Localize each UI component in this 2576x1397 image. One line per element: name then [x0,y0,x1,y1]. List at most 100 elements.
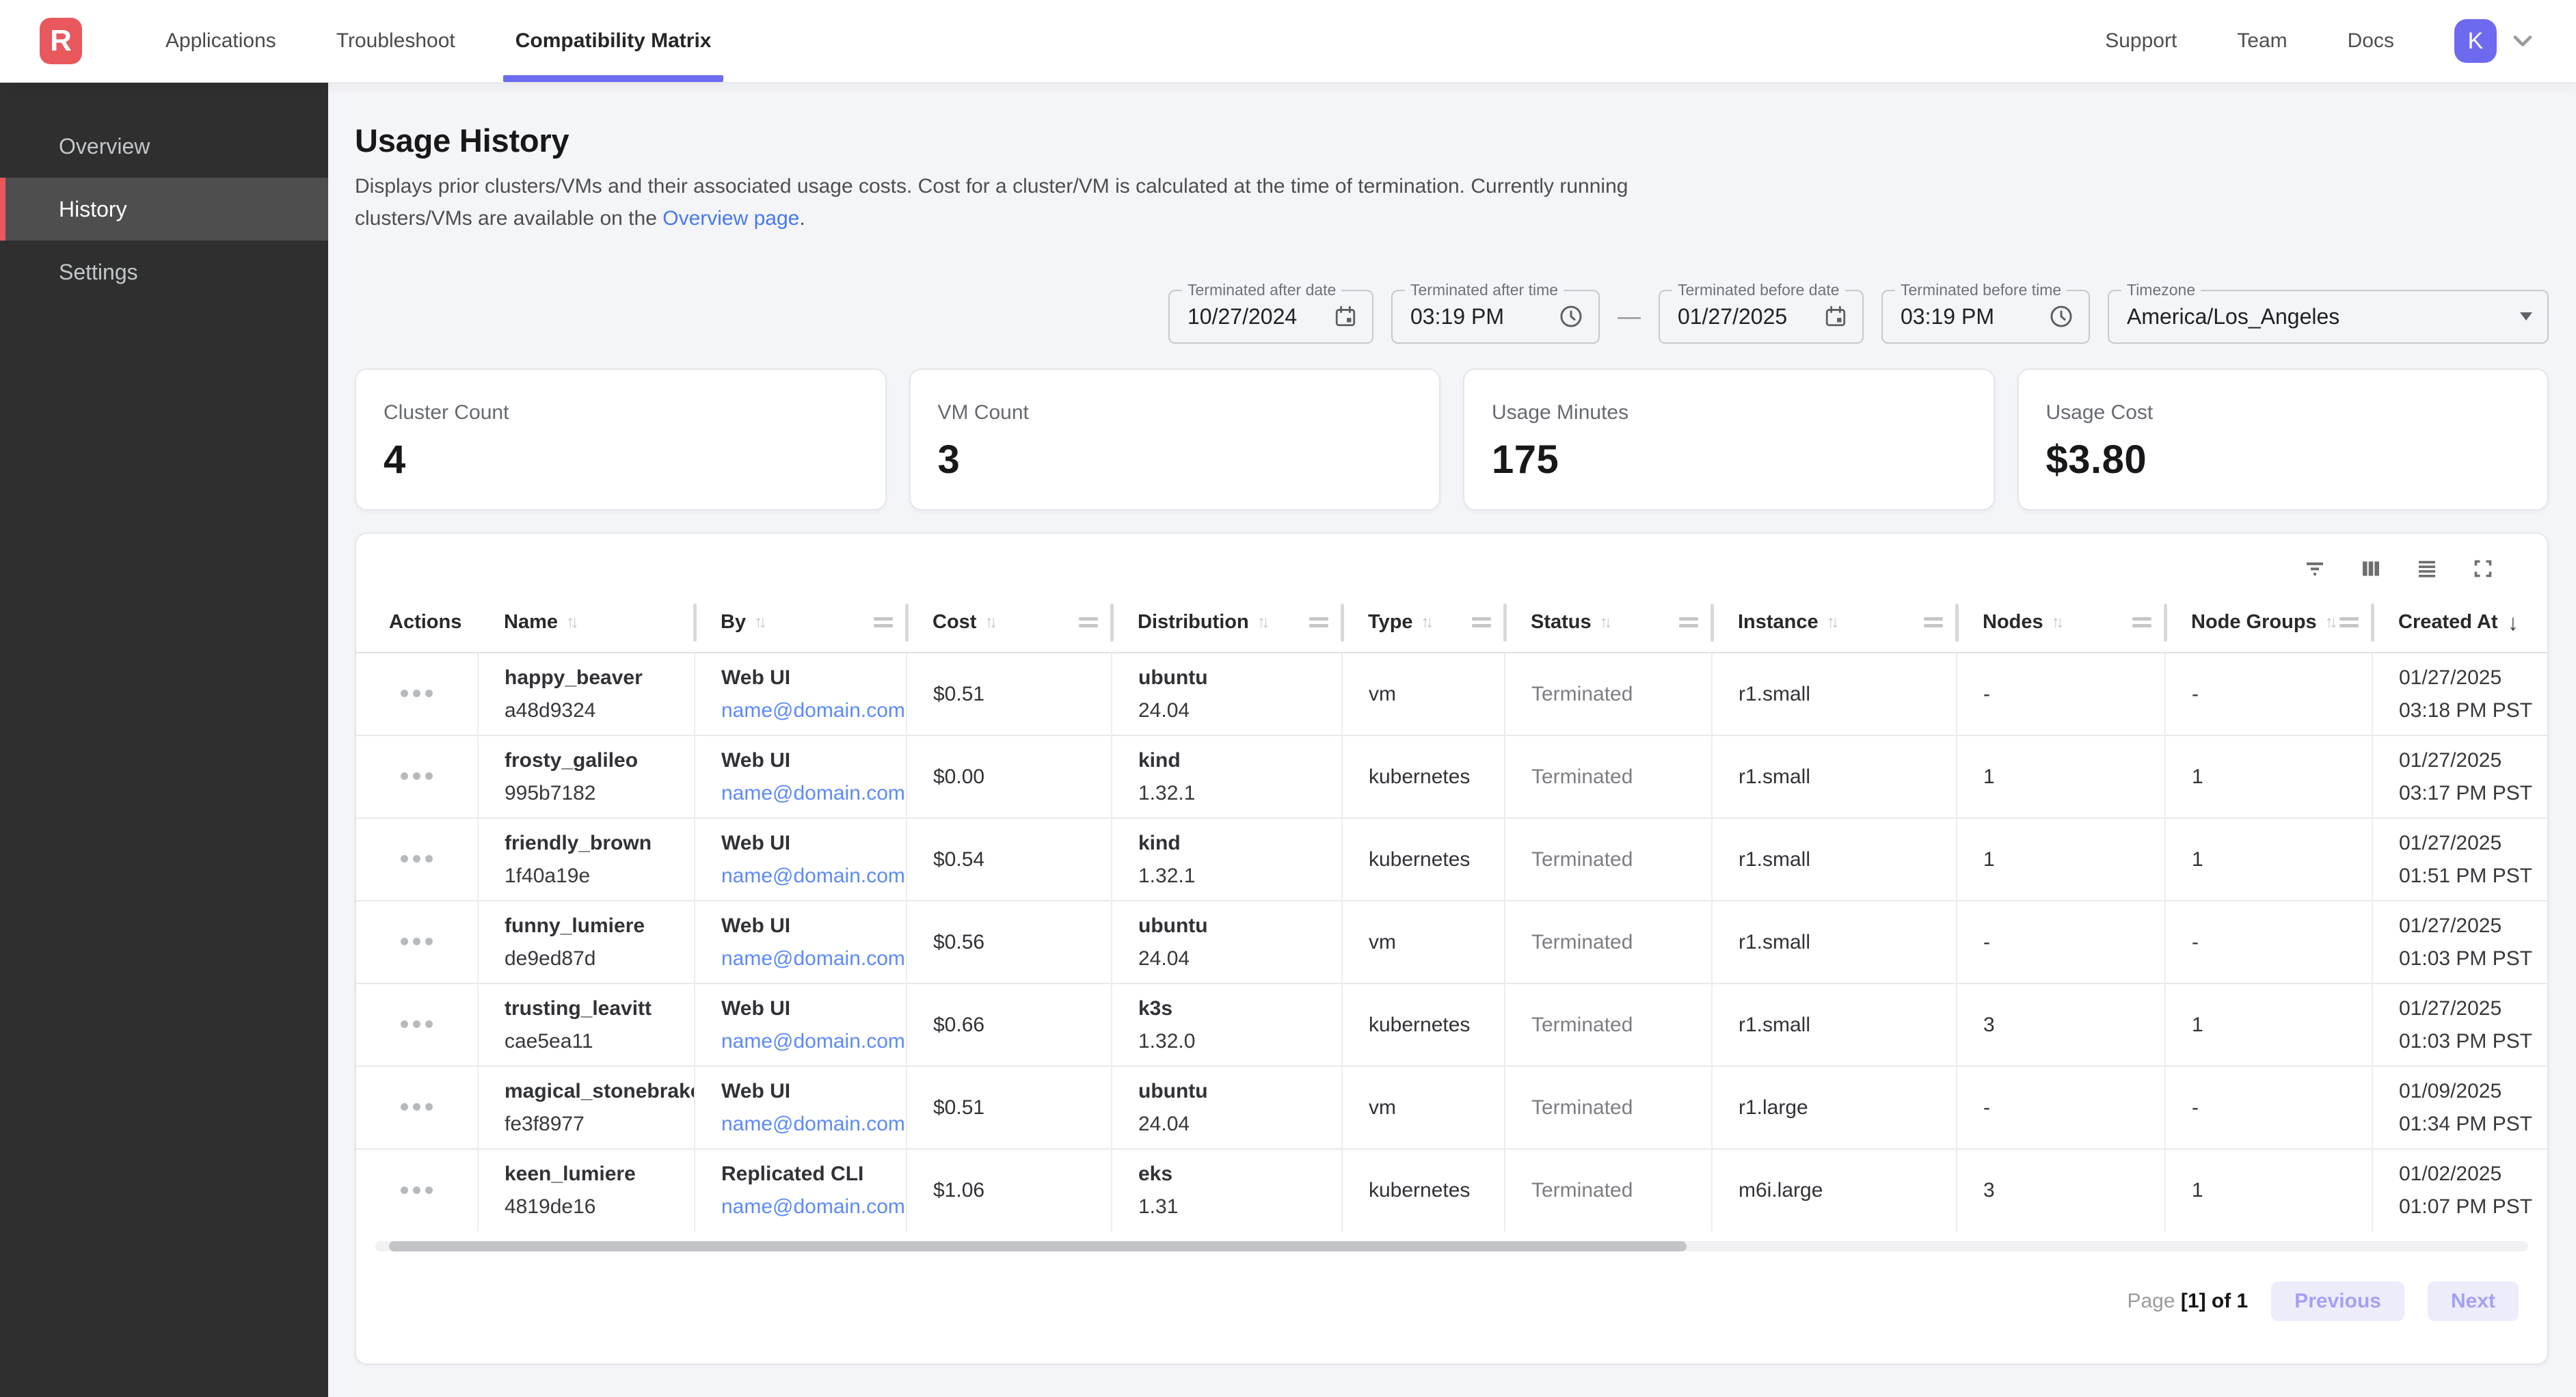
column-menu-icon[interactable] [1472,614,1491,631]
stat-label: Usage Minutes [1492,401,1994,424]
horizontal-scrollbar[interactable] [375,1241,2528,1251]
column-menu-icon[interactable] [874,614,893,631]
cell-status: Terminated [1505,653,1712,735]
nav-link-team[interactable]: Team [2237,29,2287,53]
column-menu-icon[interactable] [1309,614,1328,631]
row-actions-button[interactable] [386,1174,448,1208]
column-menu-icon[interactable] [1079,614,1098,631]
col-header-status[interactable]: Status↑↓ [1505,593,1712,653]
cell-created-at: 01/27/2025 01:03 PM PST [2372,901,2549,984]
cell-nodes: 3 [1957,984,2165,1066]
column-menu-icon[interactable] [1924,614,1943,631]
row-actions-button[interactable] [386,1007,448,1042]
terminated-after-time-input[interactable]: Terminated after time 03:19 PM [1391,290,1600,344]
terminated-before-time-input[interactable]: Terminated before time 03:19 PM [1881,290,2090,344]
column-menu-icon[interactable] [2132,614,2151,631]
sidebar-item-overview[interactable]: Overview [0,115,328,178]
sort-icon[interactable]: ↑↓ [1257,612,1266,632]
row-actions-button[interactable] [386,677,448,711]
terminated-before-date-input[interactable]: Terminated before date 01/27/2025 [1659,290,1864,344]
density-icon[interactable] [2415,556,2439,581]
calendar-icon[interactable] [1824,305,1847,328]
cell-created-at: 01/27/2025 03:17 PM PST [2372,735,2549,818]
user-avatar[interactable]: K [2454,19,2497,63]
fullscreen-icon[interactable] [2471,556,2495,581]
clock-icon[interactable] [2049,304,2074,329]
timezone-select[interactable]: Timezone America/Los_Angeles [2108,290,2549,344]
row-actions-button[interactable] [386,925,448,960]
filter-icon[interactable] [2303,556,2327,581]
calendar-icon[interactable] [1334,305,1357,328]
sort-desc-icon[interactable]: ↓ [2508,610,2519,636]
created-date: 01/27/2025 [2399,744,2543,777]
clock-icon[interactable] [1559,304,1583,329]
stat-card-cluster-count: Cluster Count 4 [355,368,887,511]
nav-tab-compatibility-matrix[interactable]: Compatibility Matrix [485,0,742,82]
sort-icon[interactable]: ↑↓ [984,612,993,632]
nav-link-docs[interactable]: Docs [2348,29,2394,53]
previous-page-button[interactable]: Previous [2271,1281,2404,1321]
col-header-name[interactable]: Name↑↓ [478,593,695,653]
col-header-node-groups[interactable]: Node Groups↑↓ [2165,593,2372,653]
chevron-down-icon[interactable] [2508,26,2538,56]
table-toolbar [356,549,2547,588]
created-by-email-link[interactable]: name@domain.com [721,777,899,810]
cell-name: trusting_leavitt cae5ea11 [478,984,695,1066]
terminated-after-date-value: 10/27/2024 [1188,304,1297,329]
sort-icon[interactable]: ↑↓ [2325,612,2334,632]
col-header-type[interactable]: Type↑↓ [1342,593,1505,653]
column-menu-icon[interactable] [2339,614,2359,631]
created-by-email-link[interactable]: name@domain.com [721,1191,899,1223]
distribution-version: 1.32.1 [1138,860,1334,893]
overview-page-link[interactable]: Overview page [662,207,799,230]
sort-icon[interactable]: ↑↓ [1827,612,1836,632]
row-actions-button[interactable] [386,759,448,794]
table-row: funny_lumiere de9ed87d Web UI name@domai… [356,901,2549,984]
distribution-name: k3s [1138,992,1334,1025]
app-logo[interactable]: R [40,18,82,64]
created-by-email-link[interactable]: name@domain.com [721,1025,899,1058]
col-header-cost[interactable]: Cost↑↓ [907,593,1112,653]
cell-cost: $0.51 [907,653,1112,735]
cell-by: Web UI name@domain.com [695,901,907,984]
nav-tab-troubleshoot[interactable]: Troubleshoot [306,0,485,82]
created-by-email-link[interactable]: name@domain.com [721,694,899,727]
cell-by: Web UI name@domain.com [695,818,907,901]
sort-icon[interactable]: ↑↓ [1600,612,1609,632]
distribution-version: 1.32.0 [1138,1025,1334,1058]
cell-actions [356,735,478,818]
next-page-button[interactable]: Next [2428,1281,2519,1321]
stat-card-usage-minutes: Usage Minutes 175 [1463,368,1995,511]
col-header-distribution[interactable]: Distribution↑↓ [1112,593,1342,653]
created-by-email-link[interactable]: name@domain.com [721,942,899,975]
distribution-version: 24.04 [1138,1108,1334,1141]
sort-icon[interactable]: ↑↓ [1421,612,1430,632]
created-by-email-link[interactable]: name@domain.com [721,1108,899,1141]
row-actions-button[interactable] [386,842,448,877]
cluster-name: keen_lumiere [505,1158,687,1191]
cell-type: kubernetes [1342,818,1505,901]
sidebar-item-settings[interactable]: Settings [0,241,328,303]
sort-icon[interactable]: ↑↓ [754,612,763,632]
sidebar-item-history[interactable]: History [0,178,328,241]
column-menu-icon[interactable] [1679,614,1698,631]
nav-tab-applications[interactable]: Applications [135,0,306,82]
cell-by: Web UI name@domain.com [695,984,907,1066]
created-by-email-link[interactable]: name@domain.com [721,860,899,893]
sort-icon[interactable]: ↑↓ [2052,612,2061,632]
terminated-after-date-input[interactable]: Terminated after date 10/27/2024 [1168,290,1373,344]
cell-created-at: 01/02/2025 01:07 PM PST [2372,1149,2549,1232]
row-actions-button[interactable] [386,1090,448,1125]
col-header-by[interactable]: By↑↓ [695,593,907,653]
table-row: happy_beaver a48d9324 Web UI name@domain… [356,653,2549,735]
scrollbar-thumb[interactable] [389,1241,1687,1251]
table-body: happy_beaver a48d9324 Web UI name@domain… [356,653,2549,1232]
col-header-nodes[interactable]: Nodes↑↓ [1957,593,2165,653]
sort-icon[interactable]: ↑↓ [566,612,575,632]
nav-link-support[interactable]: Support [2105,29,2177,53]
col-header-instance[interactable]: Instance↑↓ [1712,593,1957,653]
columns-icon[interactable] [2359,556,2383,581]
created-time: 01:03 PM PST [2399,1025,2543,1058]
page-title: Usage History [355,122,2549,159]
col-header-created-at[interactable]: Created At↓ [2372,593,2549,653]
